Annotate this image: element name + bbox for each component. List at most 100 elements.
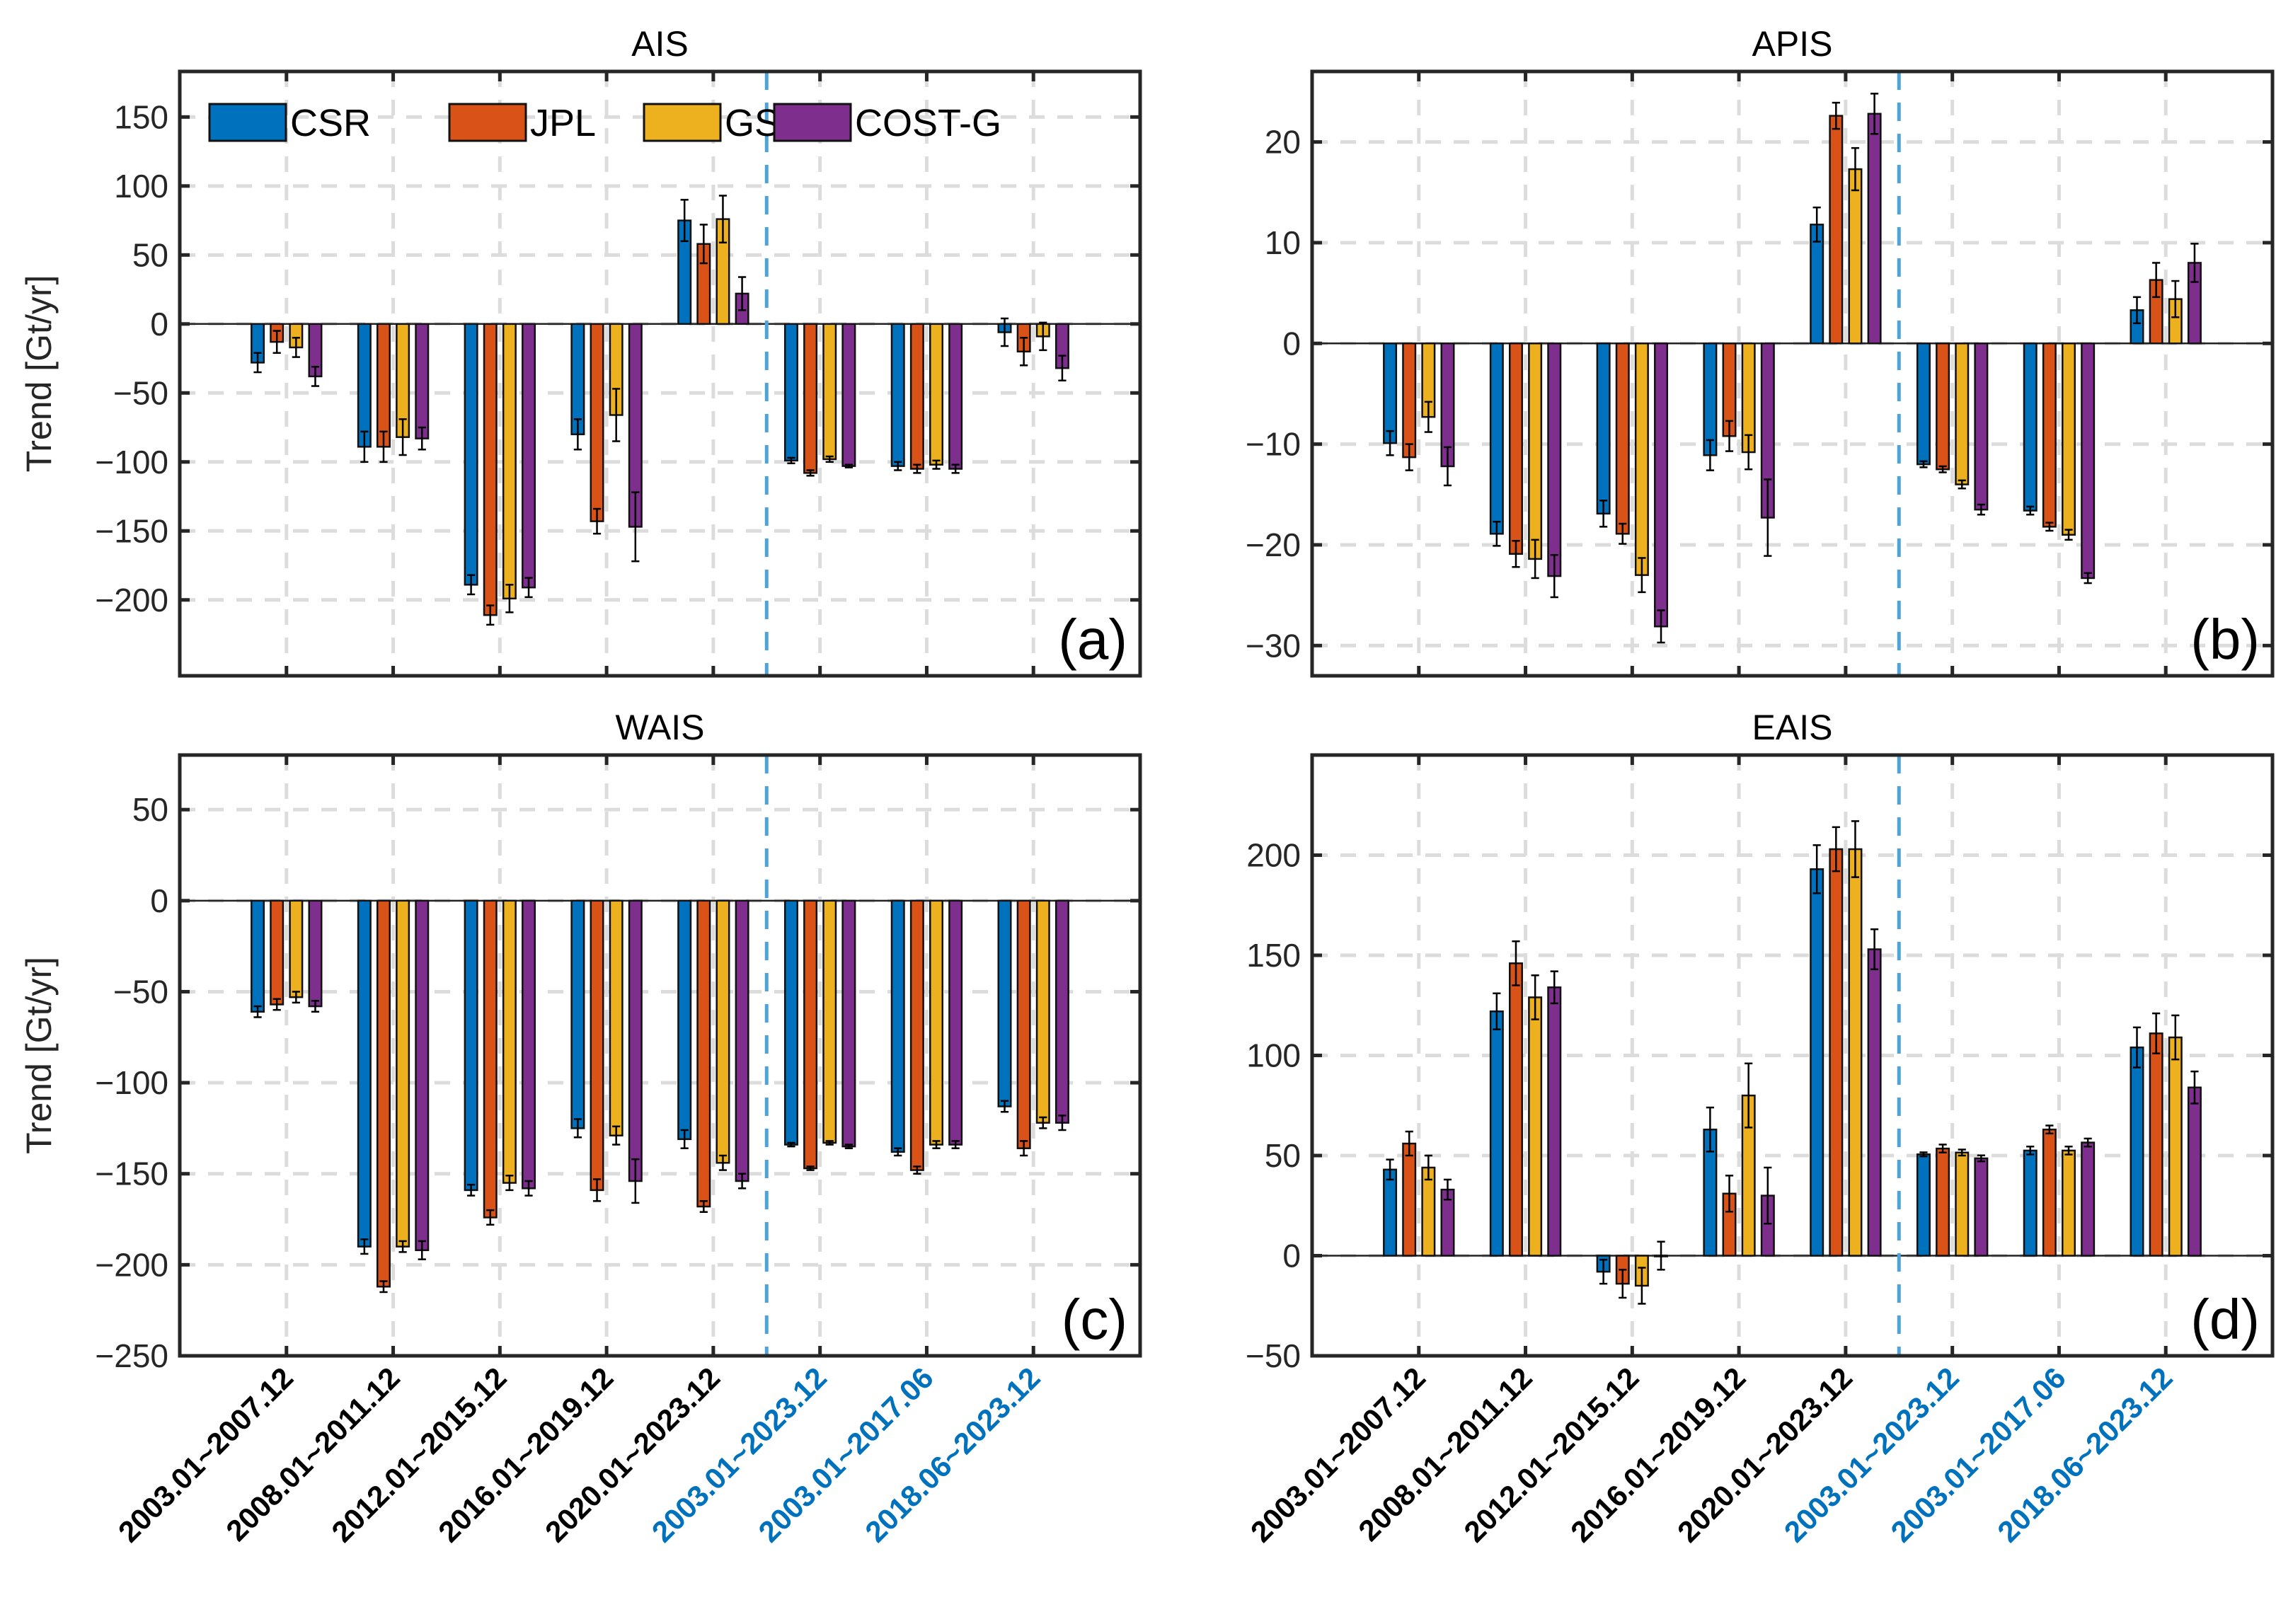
y-tick-label: 150 <box>1246 937 1301 974</box>
bar-csr <box>357 323 372 448</box>
y-tick-label: −50 <box>113 374 168 411</box>
y-tick-label: 0 <box>1282 325 1301 362</box>
panel-eais: −500501001502002003.01~2007.122008.01~20… <box>1244 708 2275 1548</box>
bar-csr <box>1810 868 1824 1257</box>
error-bar <box>718 1154 728 1171</box>
error-bar <box>1405 443 1413 471</box>
error-bar <box>2084 1137 2092 1148</box>
bar-csr <box>1383 342 1398 444</box>
axes-frame <box>178 753 1142 1358</box>
bar-cost-g <box>1654 342 1669 628</box>
error-bar <box>787 1141 795 1148</box>
error-bar <box>253 1005 262 1018</box>
y-tick-label: −100 <box>95 1064 168 1101</box>
error-bar <box>1832 826 1840 873</box>
error-bar <box>1493 520 1501 547</box>
bar-cost-g <box>1547 342 1562 577</box>
error-bar <box>467 1183 476 1197</box>
bar-gsfc <box>716 899 730 1164</box>
y-axis-label: Trend [Gt/yr] <box>19 275 59 473</box>
legend-swatch <box>773 103 852 142</box>
y-tick-label: −10 <box>1246 426 1301 463</box>
panel-title: APIS <box>1752 24 1833 64</box>
error-bar <box>1020 337 1028 367</box>
legend-label: JPL <box>530 102 596 144</box>
error-bar <box>1657 1240 1665 1271</box>
y-tick-label: 50 <box>132 791 168 828</box>
error-bar <box>2045 522 2054 532</box>
bar-cost-g <box>841 899 856 1148</box>
legend-item-csr: CSR <box>208 102 371 144</box>
error-bar <box>573 1118 582 1139</box>
error-bar <box>738 1173 747 1190</box>
error-bar <box>1058 1115 1067 1131</box>
bar-jpl <box>2042 342 2057 528</box>
bar-jpl <box>1829 115 1844 345</box>
error-bar <box>1851 146 1860 192</box>
bar-cost-g <box>735 899 749 1182</box>
error-bar <box>418 426 426 451</box>
bar-cost-g <box>522 899 536 1190</box>
error-bar <box>1812 206 1821 243</box>
error-bar <box>592 507 602 535</box>
y-tick-label: −30 <box>1246 627 1301 664</box>
bar-csr <box>890 899 905 1153</box>
bar-gsfc <box>289 899 304 998</box>
y-tick-label: 100 <box>114 168 168 205</box>
error-bar <box>2064 529 2073 541</box>
bar-gsfc <box>2062 1149 2076 1257</box>
error-bar <box>292 991 300 1004</box>
bar-gsfc <box>1035 899 1050 1124</box>
legend-label: COST-G <box>855 102 1001 144</box>
error-bar <box>680 1129 689 1149</box>
error-bar <box>379 1280 388 1294</box>
bar-csr <box>2023 1149 2038 1257</box>
error-bar <box>1619 1269 1627 1299</box>
error-bar <box>1531 974 1539 1020</box>
error-bar <box>292 337 300 358</box>
bar-csr <box>570 899 585 1129</box>
x-tick-label: 2003.01~2017.06 <box>1885 1361 2072 1548</box>
error-bar <box>253 352 262 374</box>
panel-wais: −250 −200 −150 −100 −50 0 50 2003.01~2007.12 200… <box>19 708 1142 1548</box>
bar-csr <box>1489 342 1504 535</box>
error-bar <box>398 1240 407 1253</box>
error-bar <box>2190 1070 2199 1105</box>
x-tick-label: 2003.01~2023.12 <box>645 1361 833 1548</box>
legend: CSRJPLGSFCCOST-G <box>208 102 1001 144</box>
error-bar <box>272 998 281 1011</box>
bar-csr <box>1383 1168 1398 1257</box>
error-bar <box>932 1140 941 1149</box>
bar-cost-g <box>2081 1141 2096 1257</box>
bar-jpl <box>1508 962 1523 1257</box>
bar-csr <box>1916 1153 1931 1257</box>
bar-cost-g <box>522 323 536 589</box>
legend-item-cost-g: COST-G <box>773 102 1001 144</box>
bar-jpl <box>376 323 391 448</box>
error-bar <box>1443 1178 1452 1201</box>
bar-jpl <box>376 899 391 1288</box>
bar-jpl <box>1016 899 1031 1149</box>
error-bar <box>2045 1124 2054 1135</box>
error-bar <box>1977 503 1985 516</box>
bar-csr <box>1916 342 1931 466</box>
panel-ais: −200 −150 −100 −50 0 50 100 150 AIS (a) Trend [Gt/… <box>19 24 1142 678</box>
plot-area <box>180 755 1140 1356</box>
error-bar <box>806 1165 815 1171</box>
error-bar <box>1764 1166 1772 1225</box>
error-bar <box>379 430 388 463</box>
y-tick-label: −200 <box>95 1246 168 1283</box>
y-tick-label: 200 <box>1246 837 1301 874</box>
bar-cost-g <box>415 899 430 1252</box>
error-bar <box>1424 1154 1432 1181</box>
error-bar <box>825 455 834 463</box>
bar-cost-g <box>1054 899 1069 1124</box>
error-bar <box>951 1140 960 1149</box>
error-bar <box>1550 970 1558 1005</box>
plot-area <box>1312 71 2272 676</box>
error-bar <box>1512 540 1520 568</box>
x-tick-label: 2012.01~2015.12 <box>325 1361 512 1548</box>
bar-cost-g <box>1547 986 1562 1257</box>
error-bar <box>1706 439 1714 471</box>
error-bar <box>806 469 815 477</box>
